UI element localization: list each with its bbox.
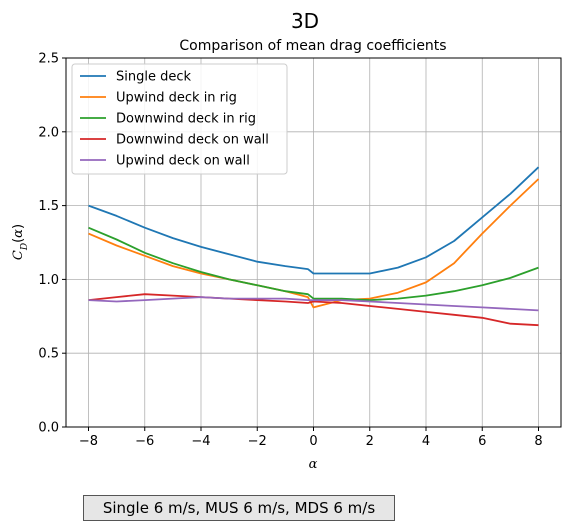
y-tick-label: 1.5 bbox=[38, 199, 59, 214]
y-tick-label: 1.0 bbox=[38, 273, 59, 288]
y-axis-label: CD(α) bbox=[11, 224, 30, 260]
legend-label: Upwind deck in rig bbox=[116, 91, 237, 106]
axis-ticks: −8 −6 −4 −2 0 2 4 6 8 0.0 0.5 1.0 1.5 2.0 2.5 bbox=[38, 52, 542, 450]
series-lines bbox=[88, 166, 540, 327]
y-tick-label: 2.0 bbox=[38, 125, 59, 140]
legend-label: Upwind deck on wall bbox=[116, 154, 250, 169]
x-tick-label: −4 bbox=[191, 434, 210, 449]
series-line-0 bbox=[88, 166, 540, 275]
y-tick-label: 2.5 bbox=[38, 52, 59, 67]
x-tick-label: 2 bbox=[366, 434, 374, 449]
series-line-3 bbox=[88, 293, 539, 327]
grid bbox=[66, 57, 561, 428]
series-line-2 bbox=[88, 226, 539, 302]
x-tick-label: 8 bbox=[534, 434, 542, 449]
x-tick-label: −6 bbox=[135, 434, 154, 449]
y-tick-label: 0.0 bbox=[38, 421, 59, 436]
x-tick-label: −8 bbox=[79, 434, 98, 449]
legend: Single deck Upwind deck in rig Downwind de… bbox=[71, 63, 288, 175]
figure-supertitle: 3D bbox=[291, 9, 319, 33]
caption-text: Single 6 m/s, MUS 6 m/s, MDS 6 m/s bbox=[102, 499, 376, 517]
legend-frame bbox=[71, 63, 288, 175]
x-tick-label: −2 bbox=[248, 434, 267, 449]
legend-label: Downwind deck on wall bbox=[116, 133, 269, 148]
legend-label: Downwind deck in rig bbox=[116, 112, 256, 127]
x-axis-label: α bbox=[309, 457, 318, 472]
x-tick-label: 0 bbox=[309, 434, 317, 449]
series-line-4 bbox=[88, 296, 539, 312]
y-tick-label: 0.5 bbox=[38, 347, 59, 362]
x-tick-label: 4 bbox=[422, 434, 430, 449]
chart-title: Comparison of mean drag coefficients bbox=[179, 38, 446, 54]
x-tick-label: 6 bbox=[478, 434, 486, 449]
caption-box: Single 6 m/s, MUS 6 m/s, MDS 6 m/s bbox=[83, 495, 395, 521]
legend-label: Single deck bbox=[116, 70, 191, 85]
